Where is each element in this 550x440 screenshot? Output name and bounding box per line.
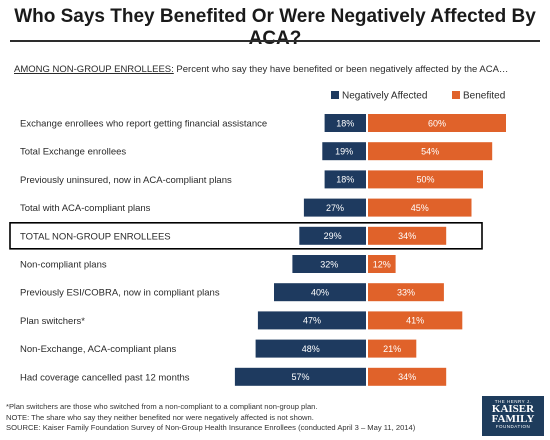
diverging-bar-chart: Negatively Affected Benefited Exchange enr…: [9, 91, 506, 386]
category-label: Non-Exchange, ACA-compliant plans: [20, 344, 177, 355]
legend-swatch-negatively-affected: [331, 91, 339, 99]
footnote-note: NOTE: The share who say they neither ben…: [6, 412, 314, 422]
data-label-negatively-affected: 57%: [291, 372, 309, 382]
bar-benefited: [368, 367, 447, 386]
footnote-plan-switchers: *Plan switchers are those who switched f…: [6, 402, 318, 411]
bar-benefited: [368, 114, 506, 132]
bar-negatively-affected: [292, 255, 366, 273]
logo-line-2b: FAMILY: [491, 413, 535, 425]
bar-negatively-affected: [303, 198, 366, 217]
subtitle-lead: AMONG NON-GROUP ENROLLEES:: [14, 64, 174, 75]
data-label-negatively-affected: 18%: [336, 118, 354, 128]
bar-benefited: [368, 226, 447, 245]
bar-negatively-affected: [322, 142, 366, 161]
data-label-benefited: 34%: [398, 231, 416, 241]
category-label: Total with ACA-compliant plans: [20, 203, 151, 214]
data-label-negatively-affected: 19%: [335, 147, 353, 157]
data-label-benefited: 33%: [397, 288, 415, 298]
data-label-benefited: 41%: [406, 316, 424, 326]
category-label: Total Exchange enrollees: [20, 147, 126, 158]
chart-title: Who Says They Benefited Or Were Negative…: [14, 6, 536, 49]
data-label-negatively-affected: 40%: [311, 288, 329, 298]
bar-negatively-affected: [324, 114, 366, 132]
bar-benefited: [368, 311, 463, 330]
category-label: Previously uninsured, now in ACA-complia…: [20, 175, 232, 186]
title-divider: [10, 40, 540, 42]
bar-benefited: [368, 142, 493, 161]
legend-label-negatively-affected: Negatively Affected: [342, 91, 427, 102]
data-label-benefited: 21%: [383, 344, 401, 354]
category-label: Had coverage cancelled past 12 months: [20, 372, 190, 383]
data-label-negatively-affected: 32%: [320, 259, 338, 269]
legend-label-benefited: Benefited: [463, 91, 505, 102]
bar-negatively-affected: [324, 170, 366, 189]
bar-negatively-affected: [257, 311, 366, 330]
footnotes: *Plan switchers are those who switched f…: [6, 402, 415, 434]
data-label-negatively-affected: 18%: [336, 175, 354, 185]
bar-benefited: [368, 283, 444, 302]
category-label: Non-compliant plans: [20, 260, 107, 271]
bar-benefited: [368, 339, 417, 358]
data-label-negatively-affected: 27%: [326, 203, 344, 213]
data-label-benefited: 60%: [428, 118, 446, 128]
kff-logo: THE HENRY J. KAISER FAMILY FOUNDATION: [482, 396, 544, 436]
bar-benefited: [368, 170, 483, 189]
highlight-box-total: [9, 222, 483, 250]
category-label: Plan switchers*: [20, 316, 85, 327]
bar-negatively-affected: [274, 283, 366, 302]
data-label-negatively-affected: 29%: [324, 231, 342, 241]
bar-benefited: [368, 198, 472, 217]
data-label-benefited: 54%: [421, 147, 439, 157]
chart-subtitle: AMONG NON-GROUP ENROLLEES: Percent who s…: [14, 64, 508, 75]
bar-negatively-affected: [234, 367, 366, 386]
logo-line-2a: KAISER: [491, 403, 535, 415]
data-label-benefited: 34%: [398, 372, 416, 382]
category-label: TOTAL NON-GROUP ENROLLEES: [20, 231, 171, 242]
category-label: Exchange enrollees who report getting fi…: [20, 119, 267, 130]
data-label-negatively-affected: 47%: [303, 316, 321, 326]
category-label: Previously ESI/COBRA, now in compliant p…: [20, 288, 220, 299]
logo-line-1: THE HENRY J.: [494, 399, 532, 404]
bar-negatively-affected: [299, 226, 366, 245]
data-label-benefited: 50%: [416, 175, 434, 185]
bar-negatively-affected: [255, 339, 366, 358]
logo-line-3: FOUNDATION: [495, 424, 531, 429]
legend-swatch-benefited: [452, 91, 460, 99]
data-label-benefited: 45%: [411, 203, 429, 213]
bar-benefited: [368, 255, 396, 273]
data-label-negatively-affected: 48%: [302, 344, 320, 354]
data-label-benefited: 12%: [373, 259, 391, 269]
subtitle-text: Percent who say they have benefited or b…: [173, 64, 509, 75]
footnote-source: SOURCE: Kaiser Family Foundation Survey …: [6, 423, 416, 432]
